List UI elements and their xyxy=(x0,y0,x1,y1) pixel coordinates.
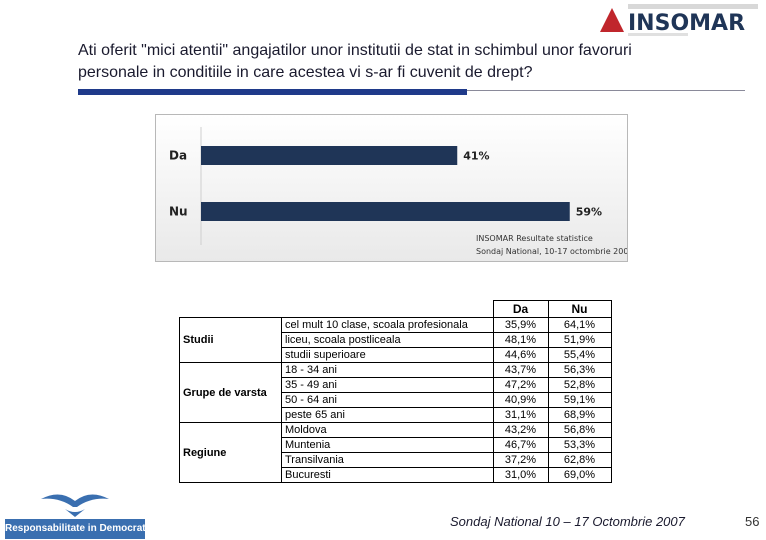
bar xyxy=(201,202,570,221)
title-rule-thin xyxy=(467,90,745,91)
cell-value: 40,9% xyxy=(492,392,549,408)
title-rule xyxy=(78,89,467,95)
value-label: 41% xyxy=(463,150,489,163)
logo-icon xyxy=(600,8,624,32)
cell-value: 31,1% xyxy=(492,407,549,423)
page-number: 56 xyxy=(745,514,760,529)
logo-graphic: INSOMAR xyxy=(600,4,758,36)
table-row: Regiune Moldova 43,2% 56,8% xyxy=(179,422,612,483)
cell-value: 44,6% xyxy=(492,347,549,363)
group-label: Grupe de varsta xyxy=(179,362,282,423)
column-header: Nu xyxy=(547,300,612,318)
cell-value: 31,0% xyxy=(492,467,549,483)
logo-strip xyxy=(628,4,758,9)
column-header: Da xyxy=(492,300,549,318)
row-label: 18 - 34 ani xyxy=(281,362,494,378)
chart-note: INSOMAR Resultate statistice xyxy=(476,234,593,243)
cell-value: 68,9% xyxy=(547,407,612,423)
row-label: cel mult 10 clase, scoala profesionala xyxy=(281,317,494,333)
brand-bird xyxy=(41,494,109,507)
category-label: Da xyxy=(169,149,187,163)
table-row: Bucuresti 31,0% 69,0% xyxy=(180,467,612,483)
table-row: 50 - 64 ani 40,9% 59,1% xyxy=(180,392,612,408)
header-row: Da Nu xyxy=(180,300,612,318)
cell-value: 55,4% xyxy=(547,347,612,363)
cell-value: 62,8% xyxy=(547,452,612,468)
logo-text: INSOMAR xyxy=(628,11,745,36)
table-row: Studii cel mult 10 clase, scoala profesio… xyxy=(179,317,612,363)
logo: INSOMAR xyxy=(598,2,760,38)
title-line: Ati oferit "mici atentii" angajatilor un… xyxy=(78,42,632,59)
cell-value: 53,3% xyxy=(547,437,612,453)
slide-title: Ati oferit "mici atentii" angajatilor un… xyxy=(78,40,632,84)
row-label: studii superioare xyxy=(281,347,494,363)
cell-value: 56,3% xyxy=(547,362,612,378)
data-table: Da Nu Studii cel mult 10 clase, scoala prof… xyxy=(179,300,612,483)
cell-value: 35,9% xyxy=(492,317,549,333)
brand-bird xyxy=(65,509,85,517)
row-label: liceu, scoala postliceala xyxy=(281,332,494,348)
cell-value: 47,2% xyxy=(492,377,549,393)
cell-value: 64,1% xyxy=(547,317,612,333)
table-row: Transilvania 37,2% 62,8% xyxy=(180,452,612,468)
brand-graphic xyxy=(41,494,109,517)
cell-value: 46,7% xyxy=(492,437,549,453)
group-label: Studii xyxy=(179,317,282,363)
cell-value: 43,2% xyxy=(492,422,549,438)
row-label: peste 65 ani xyxy=(281,407,494,423)
row-label: Bucuresti xyxy=(281,467,494,483)
cell-value: 37,2% xyxy=(492,452,549,468)
cell-value: 48,1% xyxy=(492,332,549,348)
table-row: Grupe de varsta 18 - 34 ani 43,7% 56,3% xyxy=(179,362,612,423)
logo-strip xyxy=(628,33,688,36)
row-label: 50 - 64 ani xyxy=(281,392,494,408)
cell-value: 56,8% xyxy=(547,422,612,438)
brand-label: Responsabilitate in Democratie xyxy=(5,519,154,539)
table-row: peste 65 ani 31,1% 68,9% xyxy=(180,407,612,423)
cell-value: 52,8% xyxy=(547,377,612,393)
title-line: personale in conditiile in care acestea … xyxy=(78,64,533,81)
brand-logo: Responsabilitate in Democratie xyxy=(5,485,154,540)
value-label: 59% xyxy=(576,206,602,219)
row-label: Muntenia xyxy=(281,437,494,453)
table-row: 35 - 49 ani 47,2% 52,8% xyxy=(180,377,612,393)
table-wrap: Da Nu Studii cel mult 10 clase, scoala prof… xyxy=(179,300,612,483)
row-label: Transilvania xyxy=(281,452,494,468)
chart-note: Sondaj National, 10-17 octombrie 2007 xyxy=(476,247,627,256)
table-row: Muntenia 46,7% 53,3% xyxy=(180,437,612,453)
cell-value: 43,7% xyxy=(492,362,549,378)
category-label: Nu xyxy=(169,205,188,219)
row-label: 35 - 49 ani xyxy=(281,377,494,393)
chart-panel: Da 41% Nu 59% INSOMAR Resultate statistice So… xyxy=(155,114,634,262)
table-row: studii superioare 44,6% 55,4% xyxy=(180,347,612,363)
footer-survey: Sondaj National 10 – 17 Octombrie 2007 xyxy=(450,514,685,529)
cell-value: 51,9% xyxy=(547,332,612,348)
chart: Da 41% Nu 59% INSOMAR Resultate statistice So… xyxy=(169,127,634,256)
cell-value: 69,0% xyxy=(547,467,612,483)
header-blank xyxy=(180,301,494,318)
group-label: Regiune xyxy=(179,422,282,483)
bar xyxy=(201,146,458,165)
row-label: Moldova xyxy=(281,422,494,438)
cell-value: 59,1% xyxy=(547,392,612,408)
